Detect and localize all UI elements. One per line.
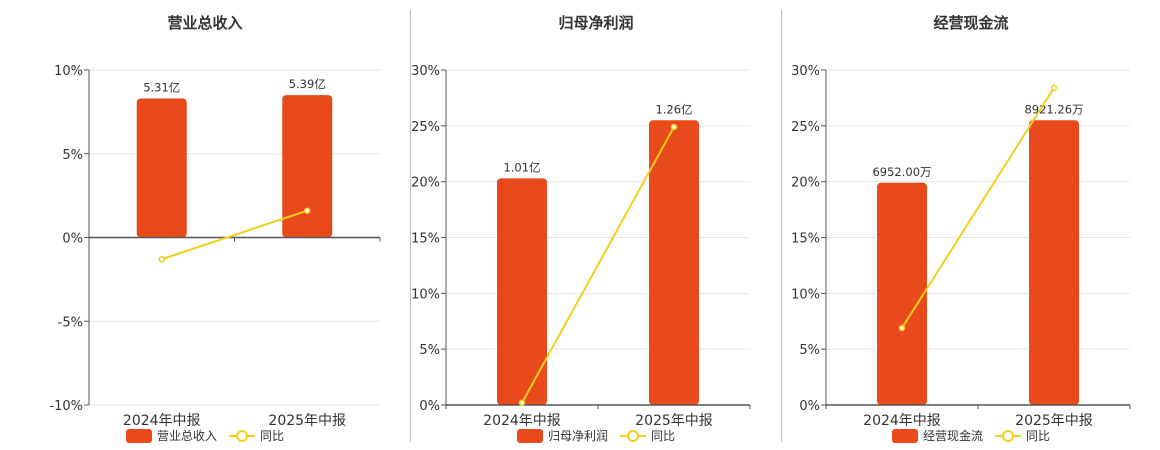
chart-legend: 营业总收入 同比 (0, 427, 410, 444)
chart-title: 营业总收入 (167, 14, 243, 32)
x-tick-label: 2025年中报 (268, 413, 346, 429)
y-tick-label: 10% (411, 287, 440, 302)
bar (497, 178, 547, 405)
y-tick-label: 25% (411, 120, 440, 135)
legend-item-bar[interactable]: 经营现金流 (891, 427, 983, 444)
x-tick-label: 2024年中报 (123, 413, 201, 429)
yoy-point (518, 399, 526, 407)
y-tick-label: 0% (62, 232, 83, 247)
legend-label: 经营现金流 (922, 429, 983, 443)
y-tick-label: 5% (419, 343, 440, 358)
panel-divider (410, 10, 411, 442)
legend-item-bar[interactable]: 归母净利润 (516, 427, 608, 444)
legend-line-swatch (995, 429, 1021, 443)
yoy-point (158, 256, 165, 263)
y-tick-label: 5% (62, 148, 83, 163)
legend-line-swatch (229, 429, 255, 443)
yoy-point (1050, 84, 1058, 92)
x-tick-label: 2024年中报 (483, 413, 561, 429)
legend-label: 同比 (260, 429, 285, 443)
legend-item-line[interactable]: 同比 (995, 427, 1050, 444)
yoy-line (161, 209, 308, 261)
yoy-point (898, 324, 906, 332)
yoy-line (521, 126, 675, 404)
x-tick-label: 2025年中报 (1015, 413, 1093, 429)
y-tick-label: 15% (411, 232, 440, 247)
revenue-chart-panel: 营业总收入 10% 5% 0% -5% -10% 5.31亿 5.39亿 2024年中报 202… (0, 0, 410, 450)
x-tick-label: 2025年中报 (635, 413, 713, 429)
data-label: 8921.26万 (1024, 102, 1083, 116)
y-tick-label: 20% (791, 176, 820, 191)
chart-title: 归母净利润 (558, 14, 634, 32)
bar (877, 182, 927, 405)
revenue-chart-svg: 10% 5% 0% -5% -10% 5.31亿 5.39亿 2024年中报 2025年中报 (49, 64, 381, 429)
chart-legend: 经营现金流 同比 (782, 427, 1160, 444)
cash-flow-chart-panel: 经营现金流 30% 25% 20% 15% 10% 5% 0% 6952.00万 8921.26… (782, 0, 1160, 450)
bar (136, 98, 187, 238)
x-tick-label: 2024年中报 (863, 413, 941, 429)
y-tick-label: 0% (799, 399, 820, 414)
chart-title: 经营现金流 (933, 14, 1009, 32)
data-label: 5.31亿 (143, 80, 180, 94)
legend-label: 归母净利润 (547, 429, 608, 443)
bar (282, 95, 333, 238)
y-tick-label: 10% (791, 287, 820, 302)
yoy-point (304, 207, 311, 214)
y-tick-label: 0% (419, 399, 440, 414)
bar (1029, 120, 1079, 405)
legend-item-line[interactable]: 同比 (620, 427, 675, 444)
legend-item-line[interactable]: 同比 (229, 427, 284, 444)
chart-legend: 归母净利润 同比 (411, 427, 781, 444)
y-tick-label: -10% (49, 399, 83, 414)
legend-label: 同比 (651, 429, 676, 443)
data-label: 1.01亿 (503, 160, 540, 174)
legend-label: 营业总收入 (156, 429, 217, 443)
cash-flow-chart-svg: 30% 25% 20% 15% 10% 5% 0% 6952.00万 8921.26万 2024年… (791, 64, 1131, 429)
data-label: 1.26亿 (655, 102, 692, 116)
y-tick-label: 5% (799, 343, 820, 358)
net-profit-chart-svg: 30% 25% 20% 15% 10% 5% 0% 1.01亿 1.26亿 2024年中报 2025… (411, 64, 751, 429)
y-tick-label: 30% (411, 64, 440, 79)
net-profit-chart-panel: 归母净利润 30% 25% 20% 15% 10% 5% 0% 1.01亿 1.26亿 2024年… (411, 0, 781, 450)
y-tick-label: -5% (58, 315, 83, 330)
yoy-point (670, 123, 678, 131)
y-tick-label: 10% (54, 64, 83, 79)
legend-item-bar[interactable]: 营业总收入 (125, 427, 217, 444)
panel-divider (781, 10, 782, 442)
y-tick-label: 20% (411, 176, 440, 191)
legend-bar-swatch (516, 428, 543, 443)
y-tick-label: 30% (791, 64, 820, 79)
bar (649, 120, 699, 405)
legend-line-swatch (620, 429, 646, 443)
legend-label: 同比 (1026, 429, 1051, 443)
y-tick-label: 25% (791, 120, 820, 135)
data-label: 6952.00万 (872, 165, 931, 179)
yoy-line (901, 87, 1055, 329)
legend-bar-swatch (125, 428, 152, 443)
y-tick-label: 15% (791, 232, 820, 247)
legend-bar-swatch (891, 428, 918, 443)
data-label: 5.39亿 (289, 77, 326, 91)
